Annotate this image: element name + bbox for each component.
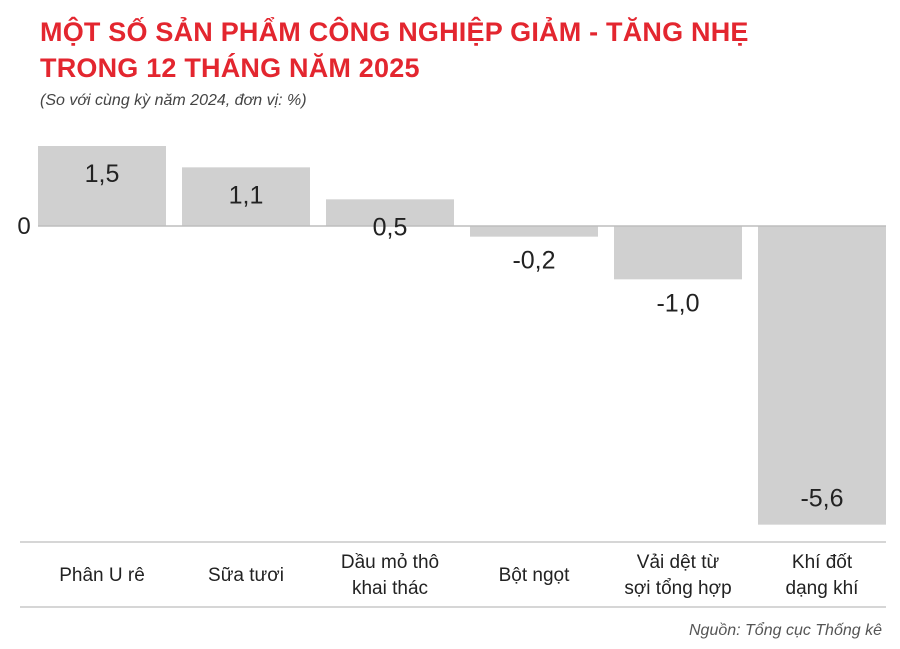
chart-title-line-2: TRONG 12 THÁNG NĂM 2025 [40,53,420,83]
chart-title-line-1: MỘT SỐ SẢN PHẨM CÔNG NGHIỆP GIẢM - TĂNG … [40,17,749,47]
value-label-1: 1,5 [85,160,120,188]
category-label-6-line-1: Khí đốt [792,552,853,573]
category-label-1-line-1: Phân U rê [59,565,145,586]
source-note: Nguồn: Tổng cục Thống kê [688,622,882,639]
category-label-5-line-1: Vải dệt từ [637,552,720,573]
value-label-2: 1,1 [229,181,264,209]
bar-6 [758,226,886,525]
category-label-4-line-1: Bột ngọt [499,565,570,586]
zero-tick-label: 0 [17,213,30,240]
chart-subtitle: (So với cùng kỳ năm 2024, đơn vị: %) [40,92,307,109]
category-label-2-line-1: Sữa tươi [208,565,284,586]
value-label-4: -0,2 [512,247,555,275]
category-label-6-line-2: dạng khí [786,578,860,599]
value-label-6: -5,6 [800,485,843,513]
category-label-3-line-2: khai thác [352,578,428,599]
bar-3 [326,199,454,226]
bar-2 [182,167,310,226]
category-label-3-line-1: Dầu mỏ thô [341,552,439,573]
value-label-5: -1,0 [656,289,699,317]
chart-title: MỘT SỐ SẢN PHẨM CÔNG NGHIỆP GIẢM - TĂNG … [40,14,749,86]
value-label-3: 0,5 [373,213,408,241]
bar-5 [614,226,742,280]
bar-4 [470,226,598,237]
bar-1 [38,146,166,226]
category-label-5-line-2: sợi tổng hợp [624,578,731,599]
